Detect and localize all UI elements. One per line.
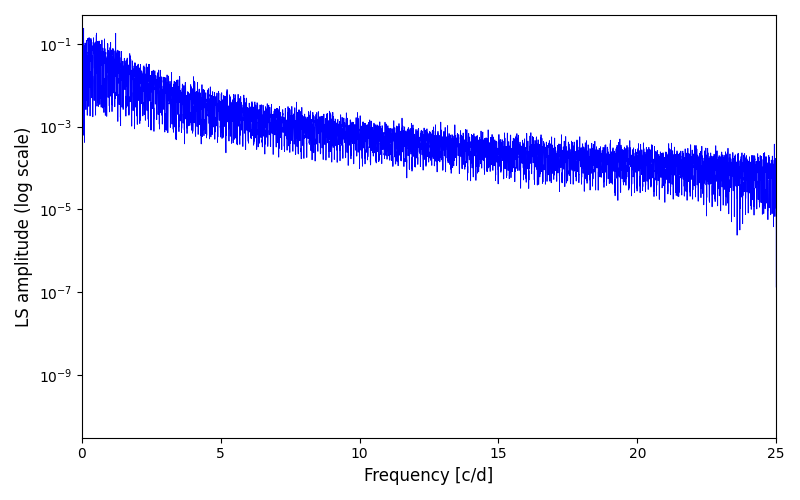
Y-axis label: LS amplitude (log scale): LS amplitude (log scale) [15,126,33,326]
X-axis label: Frequency [c/d]: Frequency [c/d] [364,467,494,485]
